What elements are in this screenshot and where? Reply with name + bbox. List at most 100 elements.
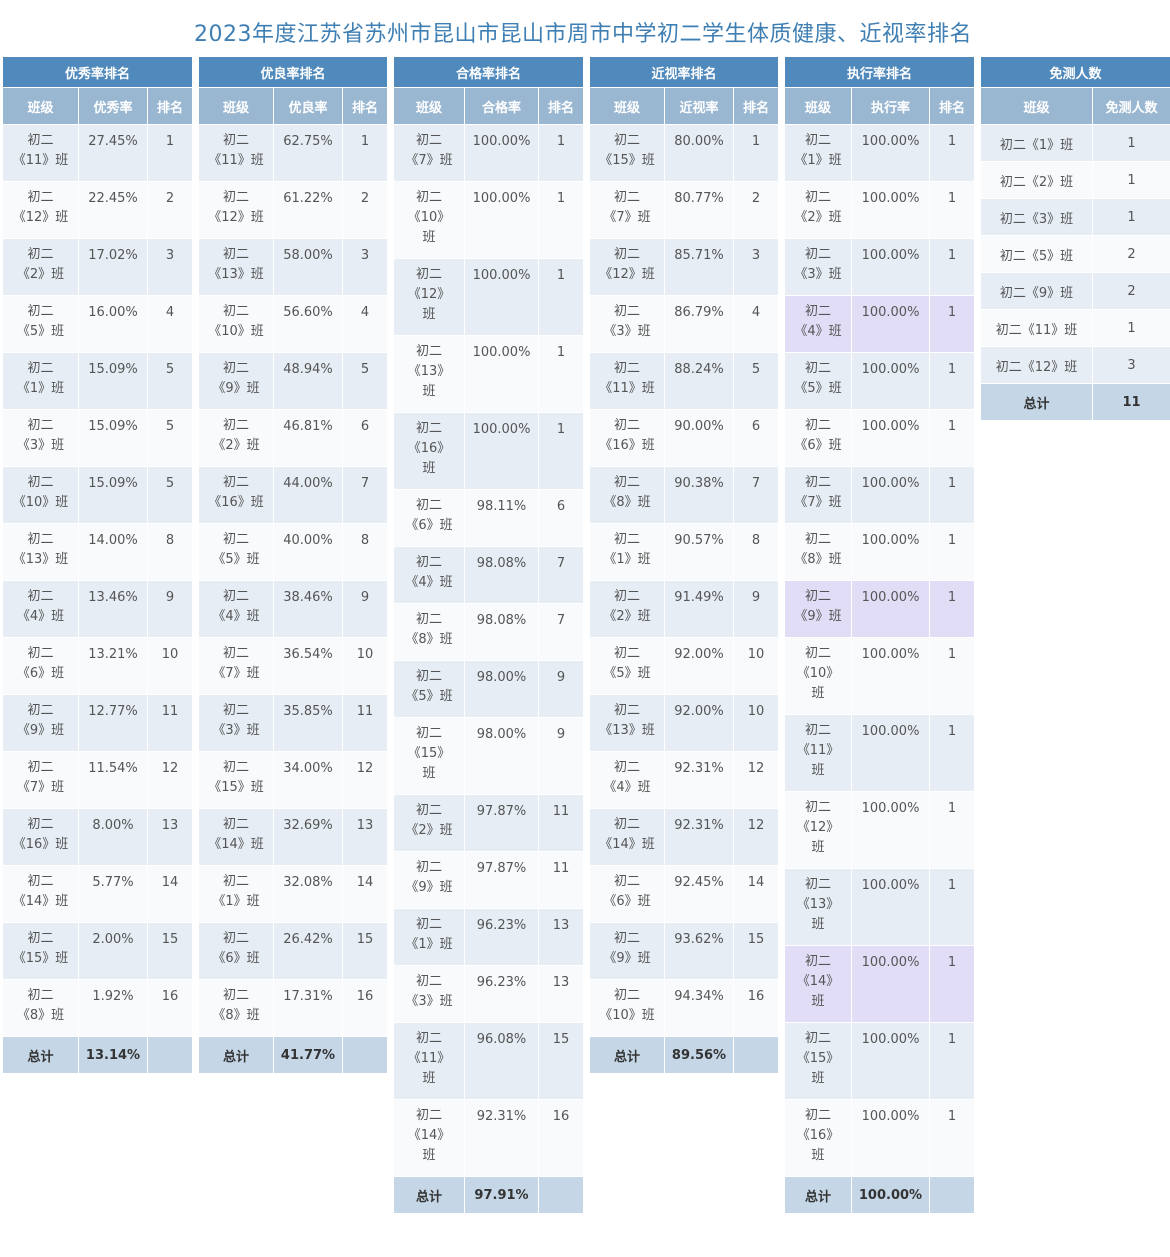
rank-cell: 5 [732, 352, 780, 410]
rank-cell: 7 [537, 546, 585, 604]
class-name-line: 《11》 [796, 743, 840, 758]
class-name-line: 初二 [415, 1031, 442, 1046]
class-name-line: 初二 [613, 532, 640, 547]
rate-cell: 88.24% [664, 352, 734, 410]
rate-cell: 13.21% [78, 637, 148, 695]
rate-cell: 48.94% [273, 352, 343, 410]
table-row: 初二 《16》班 100.00% 1 [393, 412, 585, 490]
table-row: 初二 《11》班 27.45% 1 [2, 124, 194, 182]
class-name-line: 初二 [222, 931, 249, 946]
class-name-cell: 初二 《6》班 [2, 637, 79, 695]
class-name-line: 《15》 [407, 746, 451, 761]
class-name-line: 《14》班 [12, 894, 69, 909]
rate-cell: 100.00% [851, 352, 930, 410]
table-row: 初二《3》班 1 [980, 198, 1170, 236]
rate-cell: 46.81% [273, 409, 343, 467]
table-row: 初二 《11》班 62.75% 1 [198, 124, 389, 182]
table-row: 初二《5》班 2 [980, 235, 1170, 273]
class-name-line: 《2》班 [794, 210, 842, 225]
table-row: 初二 《4》班 38.46% 9 [198, 580, 389, 638]
rank-cell: 4 [732, 295, 780, 353]
table-row: 初二 《7》班 11.54% 12 [2, 751, 194, 809]
class-name-line: 初二 [27, 760, 54, 775]
rank-cell: 12 [146, 751, 194, 809]
class-name-cell: 初二 《16》班 [2, 808, 79, 866]
total-label: 总计 [784, 1176, 852, 1214]
class-name-line: 《5》班 [405, 689, 453, 704]
table-row: 初二 《13》班 100.00% 1 [393, 335, 585, 413]
rate-cell: 40.00% [273, 523, 343, 581]
rank-cell: 10 [732, 637, 780, 695]
class-name-line: 初二 [222, 247, 249, 262]
rank-cell: 9 [537, 717, 585, 795]
rate-cell: 100.00% [851, 238, 930, 296]
rate-cell: 96.23% [464, 908, 539, 966]
rank-cell: 10 [732, 694, 780, 752]
total-rank-empty [341, 1036, 389, 1074]
class-name-line: 初二 [27, 532, 54, 547]
table-row: 初二 《9》班 100.00% 1 [784, 580, 976, 638]
rate-cell: 90.00% [664, 409, 734, 467]
class-name-cell: 初二《1》班 [393, 908, 465, 966]
class-name-line: 初二 [222, 133, 249, 148]
rate-cell: 15.09% [78, 352, 148, 410]
table-row: 初二 《7》班 100.00% 1 [784, 466, 976, 524]
rate-cell: 16.00% [78, 295, 148, 353]
rank-cell: 10 [146, 637, 194, 695]
class-name-cell: 初二 《16》班 [589, 409, 665, 467]
good-rate-table: 优良率排名 班级 优良率 排名 初二 《11》班 62.75% 1 初二 《12》班 61.… [197, 56, 389, 1074]
class-name-line: 初二 [804, 304, 831, 319]
table-row: 初二 《5》班 16.00% 4 [2, 295, 194, 353]
class-name-cell: 初二 《10》班 [784, 637, 852, 715]
class-name-cell: 初二《9》班 [980, 272, 1093, 310]
column-header-rate: 执行率 [851, 87, 930, 125]
total-value: 89.56% [664, 1036, 734, 1074]
class-name-cell: 初二《5》班 [2, 295, 79, 353]
column-header-class: 班级 [784, 87, 852, 125]
class-name-cell: 初二《12》班 [784, 791, 852, 869]
class-name-line: 初二 [415, 421, 442, 436]
class-name-line: 《12》班 [599, 267, 655, 282]
class-name-cell: 初二 《15》班 [2, 922, 79, 980]
rank-cell: 11 [537, 794, 585, 852]
class-name-line: 班 [811, 1071, 825, 1086]
class-name-line: 初二 [27, 475, 54, 490]
class-name-cell: 初二 《15》班 [784, 1022, 852, 1100]
class-name-line: 班 [422, 1148, 436, 1163]
column-header-rank: 排名 [928, 87, 976, 125]
rate-cell: 97.87% [464, 794, 539, 852]
table-row: 初二 《8》班 100.00% 1 [784, 523, 976, 581]
table-row: 初二 《2》班 91.49% 9 [589, 580, 780, 638]
class-name-cell: 初二 《14》班 [393, 1099, 465, 1177]
class-name-cell: 初二 《7》班 [784, 466, 852, 524]
rank-cell: 1 [928, 637, 976, 715]
table-row: 初二 《2》班 97.87% 11 [393, 794, 585, 852]
class-name-line: 初二 [222, 760, 249, 775]
class-name-line: 初二 [613, 931, 640, 946]
rank-cell: 1 [928, 1022, 976, 1100]
rate-cell: 92.45% [664, 865, 734, 923]
rank-cell: 16 [341, 979, 389, 1037]
column-header-class: 班级 [393, 87, 465, 125]
table-row: 初二 《11》班 100.00% 1 [784, 714, 976, 792]
class-name-line: 初二 [613, 703, 640, 718]
class-name-cell: 初二《3》班 [198, 694, 274, 752]
class-name-cell: 初二 《4》班 [198, 580, 274, 638]
rate-cell: 98.11% [464, 489, 539, 547]
table-row: 初二 《8》班 1.92% 16 [2, 979, 194, 1037]
table-row: 初二 《13》班 100.00% 1 [784, 868, 976, 946]
table-row: 初二 《1》班 15.09% 5 [2, 352, 194, 410]
rank-cell: 1 [341, 124, 389, 182]
rate-cell: 96.08% [464, 1022, 539, 1100]
rate-cell: 92.00% [664, 694, 734, 752]
total-value: 13.14% [78, 1036, 148, 1074]
column-header-class: 班级 [980, 87, 1093, 125]
rank-cell: 1 [537, 181, 585, 259]
rate-cell: 100.00% [851, 523, 930, 581]
rate-cell: 58.00% [273, 238, 343, 296]
class-name-line: 《9》班 [405, 880, 453, 895]
total-value: 41.77% [273, 1036, 343, 1074]
class-name-line: 初二 [804, 954, 831, 969]
table-row: 初二 《9》班 97.87% 11 [393, 851, 585, 909]
class-name-line: 初二 [222, 589, 249, 604]
